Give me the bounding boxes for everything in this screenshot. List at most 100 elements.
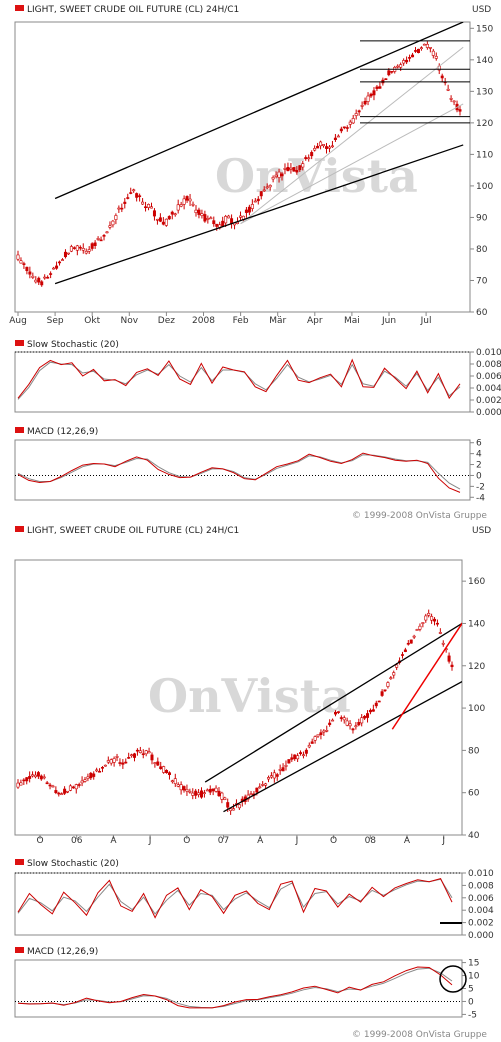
candle-body [371,709,375,712]
indicator-plot [17,452,461,493]
candle-body [255,787,259,793]
candle-body [342,126,346,129]
candle-body [179,204,183,207]
candle-body [28,776,32,779]
candle-body [99,239,103,242]
x-tick-label: A [110,836,117,846]
candle-body [200,213,204,216]
candle-body [452,100,456,103]
candle-body [232,808,236,811]
candle-body [295,170,299,173]
candle-body [43,276,47,279]
candle-body [33,774,37,778]
candle-body [387,70,391,76]
candle-body [262,189,266,192]
y-tick-label: 0.004 [476,384,501,394]
candle-body [130,754,134,757]
indicator-1: Slow Stochastic (20) 0.010 0.008 0.006 0.004… [14,340,501,418]
candle-body [325,146,329,149]
candle-body [31,774,35,777]
candle-body [319,141,323,147]
candle-body [354,113,358,116]
x-tick-label: O [330,836,337,846]
y-tick-label: 6 [476,439,482,449]
candle-body [135,193,139,198]
candle-body [345,720,349,726]
y-tick-label: 60 [476,308,488,318]
candle-body [372,90,376,96]
candle-body [60,793,64,796]
candle-body [333,137,337,140]
candle-body [96,238,100,240]
candle-body [127,757,131,759]
candle-body [319,732,323,735]
indicator-name: MACD (12,26,9) [27,947,98,957]
x-tick-label: 2008 [192,316,215,326]
candle-body [115,756,119,758]
candle-body [161,221,165,225]
candle-body [112,758,116,763]
candle-body [396,65,400,68]
candle-body [170,211,174,215]
candle-body [357,722,361,726]
candle-body [42,776,46,779]
price-panel [14,559,463,836]
candle-body [296,755,300,760]
x-tick-label: 06 [71,836,83,846]
candle-body [55,265,59,269]
channel-upper [204,622,462,783]
x-tick-label: Aug [9,316,27,326]
indicator-plot [17,878,453,919]
x-tick-label: O [36,836,43,846]
indicator-line-macd [17,452,461,493]
y-tick-label: 120 [468,662,485,672]
candle-body [81,247,85,251]
candle-body [434,56,438,59]
candle-body [170,780,174,783]
candle-body [261,784,265,786]
candle-body [415,629,419,631]
candle-body [164,218,168,226]
y-tick-label: 100 [468,704,485,714]
candle-body [237,804,241,809]
candle-body [331,719,335,722]
indicator-panel [14,439,471,501]
indicator-icon [15,427,24,433]
candle-body [310,152,314,157]
candle-body [345,127,349,129]
candle-body [351,118,355,124]
y-tick-label: 5 [468,985,474,995]
candle-body [421,622,425,624]
candle-body [191,792,195,796]
candle-body [36,772,40,777]
candle-body [66,252,70,255]
x-tick-label: Dez [158,316,175,326]
y-tick-label: -5 [468,1010,477,1020]
candle-body [357,110,361,113]
x-tick-label: Jul [420,316,432,326]
candle-body [348,723,352,727]
candle-body [414,50,418,52]
candle-body [60,259,64,261]
candle-body [106,760,110,763]
candle-body [292,167,296,172]
candle-body [109,759,113,764]
candle-body [392,672,396,676]
candle-body [411,54,415,58]
candle-body [268,185,272,188]
candle-body [264,783,268,786]
candle-body [118,762,122,764]
candle-body [100,766,104,769]
candle-body [342,717,346,721]
candle-body [249,793,253,796]
candle-body [275,774,279,777]
candle-body [173,778,177,784]
candle-body [316,145,320,149]
trend-line-red [391,622,462,730]
candle-body [271,177,275,180]
y-tick-label: 0.002 [476,396,501,406]
candle-body [25,266,29,271]
candle-body [194,790,198,796]
y-tick-label: 150 [476,24,493,34]
y-tick-label: 40 [468,831,480,841]
